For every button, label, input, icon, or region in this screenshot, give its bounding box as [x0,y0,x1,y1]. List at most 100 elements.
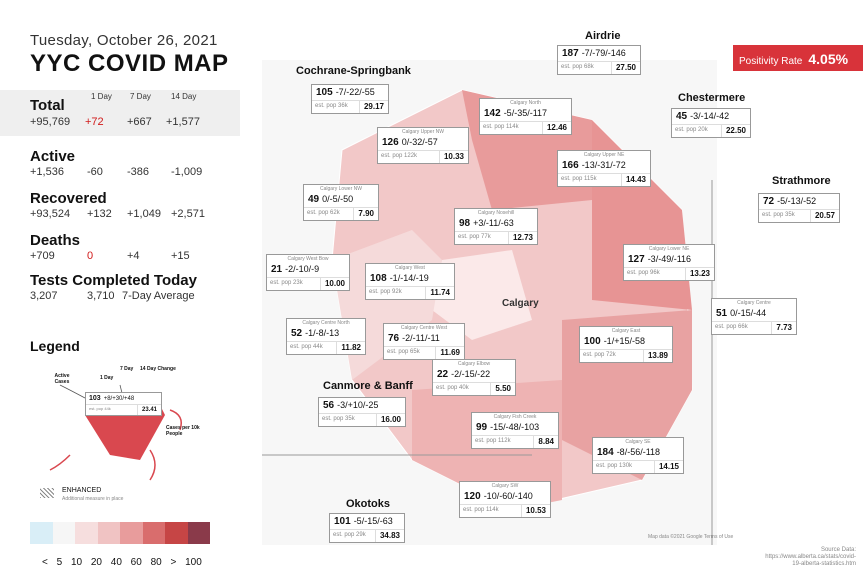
deaths-value: +709 [30,250,55,262]
region-changes: 0/-32/-57 [401,137,438,147]
region-changes: -5/-15/-63 [353,516,393,526]
legend-sample-changes: +8/+30/+48 [103,396,135,402]
color-ramp [30,522,210,544]
region-name: Calgary East [611,328,641,334]
ramp-swatch [187,522,210,544]
region-changes: -1/-14/-19 [389,273,429,283]
region-box-elbow: Calgary Elbow 22 -2/-15/-22 est. pop 40k 5.5… [432,359,516,396]
region-pop: est. pop 65k [387,349,420,355]
positivity-value: 4.05% [808,51,849,67]
region-pop: est. pop 114k [483,124,519,130]
region-changes: -10/-60/-140 [483,491,533,501]
region-name: Calgary Centre West [400,325,448,331]
region-pop: est. pop 112k [475,438,511,444]
region-changes: -1/-8/-13 [305,328,340,338]
positivity-label: Positivity Rate [739,56,803,67]
region-cases: 100 [584,336,601,347]
legend-sample-pop: est. pop 44k [89,406,111,411]
region-changes: +3/-11/-63 [473,218,514,228]
region-rate: 7.90 [353,208,378,220]
region-rate: 10.00 [319,278,349,290]
region-rate: 5.50 [490,383,515,395]
region-name: Calgary Upper NE [583,152,625,158]
region-rate: 7.73 [771,322,796,334]
region-box-airdrie: 187 -7/-79/-146 est. pop 68k 27.50 [557,45,641,75]
positivity-badge: Positivity Rate 4.05% [733,45,863,71]
region-rate: 13.89 [642,350,672,362]
region-cases: 51 [716,308,728,319]
region-pop: est. pop 23k [270,280,303,286]
map-credit: Map data ©2021 Google Terms of Use [648,534,734,540]
region-cases: 142 [484,108,501,119]
region-rate: 16.00 [375,414,405,426]
region-pop: est. pop 68k [561,64,594,70]
region-box-se: Calgary SE 184 -8/-56/-118 est. pop 130k 14.… [592,437,684,474]
enhanced-swatch [40,488,54,498]
region-box-lowernw: Calgary Lower NW 49 0/-5/-50 est. pop 62k 7.… [303,184,379,221]
region-pop: est. pop 20k [675,127,708,133]
tests-label: Tests Completed Today [30,272,197,289]
region-cases: 56 [323,400,335,411]
region-pop: est. pop 40k [436,385,469,391]
active-row: Active +1,536 -60 -386 -1,009 [30,148,240,194]
active-d14: -1,009 [171,166,203,178]
legend-arrow [49,454,71,471]
recovered-row: Recovered +93,524 +132 +1,049 +2,571 [30,190,240,232]
region-cases: 127 [628,254,645,265]
region-changes: -7/-22/-55 [335,87,375,97]
region-changes: -2/-15/-22 [451,369,491,379]
legend-1day: 1 Day [100,375,114,381]
ramp-swatch [30,522,53,544]
region-pop: est. pop 35k [322,416,355,422]
deaths-d1: 0 [87,250,94,262]
region-pop: est. pop 72k [583,352,616,358]
total-d1: +72 [85,116,104,128]
legend-14day: 14 Day Change [140,366,176,372]
enhanced-label: ENHANCED [62,487,102,494]
region-cases: 126 [382,137,399,148]
legend-cases-per: Cases per 10k People [166,425,200,437]
legend-sample-rate: 23.41 [136,405,161,415]
region-rate: 13.23 [684,268,714,280]
region-name: Calgary Elbow [457,361,491,367]
ramp-swatch [97,522,120,544]
total-row: 1 Day 7 Day 14 Day Total +95,769 +72 +66… [0,90,240,136]
region-name: Calgary Upper NW [402,129,444,135]
region-rate: 10.33 [438,151,468,163]
legend-title: Legend [30,338,80,354]
tests-avg-label: 7-Day Average [122,290,195,302]
region-cases: 72 [763,196,775,207]
region-name: Calgary Fish Creek [493,414,537,420]
deaths-label: Deaths [30,232,81,249]
tests-avg: 3,710 [87,290,115,302]
legend-active-cases: Active Cases [54,373,70,385]
region-cases: 105 [316,87,333,98]
region-pop: est. pop 44k [290,344,323,350]
region-rate: 11.82 [336,342,365,354]
region-changes: 0/-5/-50 [322,194,354,204]
legend-arrow [169,409,182,431]
region-rate: 27.50 [610,62,640,74]
region-pop: est. pop 66k [715,324,748,330]
recovered-value: +93,524 [30,208,71,220]
region-box-chestermere: 45 -3/-14/-42 est. pop 20k 22.50 [671,108,751,138]
region-changes: -5/-13/-52 [777,196,817,206]
region-pop: est. pop 36k [315,103,348,109]
ramp-swatch [75,522,98,544]
region-rate: 34.83 [374,530,404,542]
region-cases: 49 [308,194,320,205]
region-rate: 20.57 [809,210,839,222]
region-pop: est. pop 62k [307,210,340,216]
recovered-d7: +1,049 [127,208,161,220]
region-pop: est. pop 77k [458,234,491,240]
region-changes: -3/-49/-116 [647,254,692,264]
region-box-westbow: Calgary West Bow 21 -2/-10/-9 est. pop 23k 1… [266,254,350,291]
page-title: YYC COVID MAP [30,50,229,77]
region-cases: 187 [562,48,579,59]
region-cases: 120 [464,491,481,502]
ramp-swatch [120,522,143,544]
legend-pointer [119,384,123,394]
region-rate: 11.69 [435,347,464,359]
source-note: Source Data: https://www.alberta.ca/stat… [765,547,856,568]
legend-arrow [149,449,156,481]
